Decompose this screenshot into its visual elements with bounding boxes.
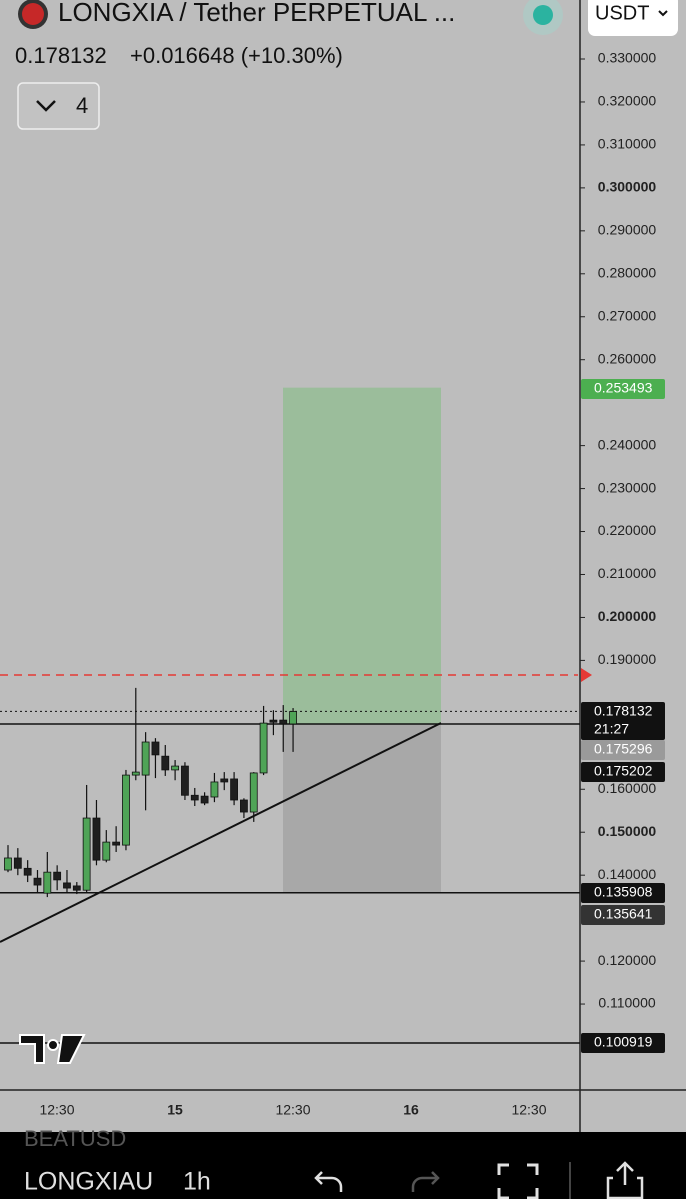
price-tag-label: 0.175202 xyxy=(594,763,653,779)
currency-label[interactable]: USDT xyxy=(595,2,649,24)
price-tag xyxy=(581,740,665,760)
candle-body xyxy=(33,877,42,886)
countdown: 21:27 xyxy=(594,721,629,737)
background-symbol: BEATUSD xyxy=(24,1126,126,1151)
status-dot[interactable] xyxy=(533,5,553,25)
symbol-title[interactable]: LONGXIA / Tether PERPETUAL ... xyxy=(58,0,455,27)
candle-body xyxy=(72,885,81,891)
candle-body xyxy=(112,841,121,846)
bottom-bar-cover xyxy=(0,1152,686,1199)
candle-body xyxy=(161,755,170,771)
indicators-toggle[interactable] xyxy=(17,82,100,130)
price-tag xyxy=(581,905,665,925)
y-tick-label: 0.200000 xyxy=(598,608,657,624)
price-tag xyxy=(581,379,665,399)
price-tag xyxy=(581,1033,665,1053)
symbol-tab[interactable]: LONGXIAU xyxy=(24,1168,153,1196)
y-tick-label: 0.260000 xyxy=(598,350,657,366)
price-tag xyxy=(581,883,665,903)
fullscreen-icon[interactable] xyxy=(497,1163,539,1199)
y-tick-label: 0.210000 xyxy=(598,565,657,581)
candle-body xyxy=(13,857,22,869)
undo-icon[interactable] xyxy=(314,1171,343,1192)
y-tick-label: 0.220000 xyxy=(598,522,657,538)
candle-body xyxy=(53,871,62,881)
candle-body xyxy=(289,711,297,725)
last-price: 0.178132 xyxy=(15,43,107,68)
candle-body xyxy=(240,799,248,813)
candle-body xyxy=(259,722,268,774)
y-tick-label: 0.320000 xyxy=(598,93,657,109)
candle-body xyxy=(4,857,12,871)
loss-zone xyxy=(283,723,441,893)
candle-body xyxy=(63,882,71,889)
price-tag-label: 0.135908 xyxy=(594,884,653,900)
price-tag-label: 0.178132 xyxy=(594,703,653,719)
interval-button[interactable]: 1h xyxy=(183,1168,211,1196)
candle-body xyxy=(23,867,32,876)
indicator-count: 4 xyxy=(76,93,88,118)
candle-body xyxy=(92,817,101,861)
x-tick-label: 12:30 xyxy=(39,1102,74,1118)
candle-body xyxy=(249,772,258,813)
alert-marker xyxy=(581,668,592,682)
share-icon[interactable] xyxy=(606,1161,644,1199)
y-tick-label: 0.300000 xyxy=(598,179,657,195)
candle-body xyxy=(269,719,278,723)
candle-body xyxy=(102,841,111,861)
candle-body xyxy=(43,871,52,894)
candle-body xyxy=(141,741,150,776)
y-tick-label: 0.230000 xyxy=(598,479,657,495)
y-tick-label: 0.190000 xyxy=(598,651,657,667)
y-tick-label: 0.240000 xyxy=(598,436,657,452)
x-tick-label: 12:30 xyxy=(275,1102,310,1118)
price-tag xyxy=(581,762,665,782)
y-tick-label: 0.310000 xyxy=(598,136,657,152)
candle-body xyxy=(210,781,219,798)
candle-body xyxy=(181,765,189,796)
y-tick-label: 0.140000 xyxy=(598,866,657,882)
price-tag xyxy=(581,702,665,740)
y-tick-label: 0.270000 xyxy=(598,307,657,323)
candle-body xyxy=(220,778,229,783)
currency-button[interactable] xyxy=(588,0,678,36)
price-tag-label: 0.253493 xyxy=(594,380,653,396)
candle-body xyxy=(151,741,160,756)
y-tick-label: 0.150000 xyxy=(598,823,657,839)
candle-body xyxy=(230,778,238,801)
symbol-logo-inner xyxy=(22,3,44,25)
y-tick-label: 0.290000 xyxy=(598,222,657,238)
y-tick-label: 0.110000 xyxy=(598,995,656,1011)
candle-body xyxy=(279,719,288,725)
price-tag-label: 0.175296 xyxy=(594,741,653,757)
redo-icon[interactable] xyxy=(411,1171,440,1192)
x-tick-label: 12:30 xyxy=(511,1102,546,1118)
y-tick-label: 0.280000 xyxy=(598,264,657,280)
profit-zone xyxy=(283,387,441,724)
x-tick-label: 16 xyxy=(403,1102,419,1118)
price-tag-label: 0.100919 xyxy=(594,1034,653,1050)
candle-body xyxy=(122,774,130,846)
x-tick-label: 15 xyxy=(167,1102,183,1118)
price-change: +0.016648 (+10.30%) xyxy=(130,43,343,68)
y-tick-label: 0.330000 xyxy=(598,50,657,66)
price-tag-label: 0.135641 xyxy=(594,906,653,922)
toggle-chevron xyxy=(36,100,56,112)
candle-body xyxy=(131,771,140,776)
candle-body xyxy=(82,817,91,891)
trend-line xyxy=(0,722,442,943)
candle-body xyxy=(171,765,180,771)
candle-body xyxy=(200,795,209,804)
tv-logo xyxy=(19,1034,86,1064)
y-tick-label: 0.120000 xyxy=(598,952,657,968)
y-tick-label: 0.160000 xyxy=(598,780,657,796)
currency-chevron xyxy=(658,10,668,17)
candle-body xyxy=(190,794,199,801)
